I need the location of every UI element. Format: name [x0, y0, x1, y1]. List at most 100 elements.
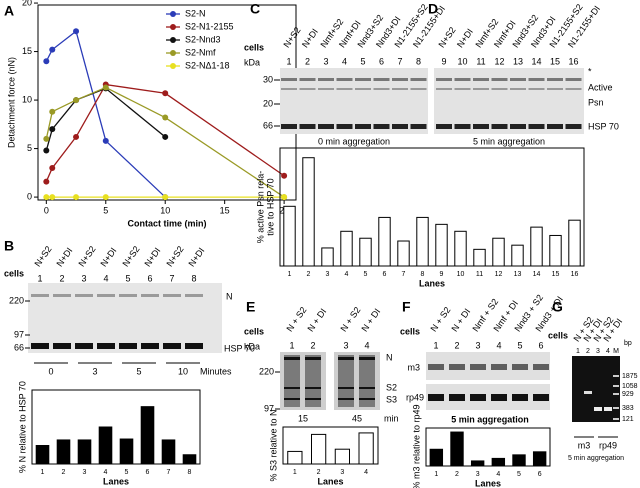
gel-band — [299, 88, 316, 90]
lane-label: N+S2 — [436, 25, 457, 49]
unit-label: bp — [624, 340, 632, 347]
lane-number: 3 — [323, 56, 328, 66]
gel-band — [528, 88, 545, 90]
gel-band — [436, 88, 452, 90]
lane-number: 2 — [586, 348, 590, 355]
bar — [470, 460, 485, 467]
gel-band — [428, 364, 444, 370]
gel-band — [436, 124, 452, 129]
panel-letter: F — [402, 299, 411, 315]
data-point — [43, 135, 50, 142]
data-point — [49, 126, 56, 133]
lane-number: 9 — [441, 56, 446, 66]
bar — [568, 219, 581, 267]
lane-number: 16 — [568, 56, 578, 66]
cells-label: cells — [548, 330, 568, 340]
gel-band — [119, 343, 137, 349]
legend-label: S2-N1-2155 — [185, 21, 234, 31]
gel-band — [355, 88, 371, 90]
lane-number: 6 — [538, 340, 543, 350]
group-label: rp49 — [599, 440, 617, 450]
lane-number: 11 — [476, 56, 485, 66]
gel-band — [359, 357, 375, 360]
lane-number: 1 — [576, 348, 580, 355]
bar — [35, 445, 50, 465]
lane-number: 7 — [397, 56, 402, 66]
gel-band — [305, 387, 321, 389]
x-tick-label: 5 — [125, 469, 129, 476]
legend-label: S2-Nnd3 — [185, 34, 221, 44]
x-tick-label: 6 — [146, 469, 150, 476]
x-tick-label: 1 — [41, 469, 45, 476]
marker-label: 97 — [264, 403, 274, 413]
x-axis-label: Lanes — [103, 476, 129, 486]
bar — [287, 450, 303, 465]
series-line — [45, 83, 285, 182]
panel-letter: E — [246, 299, 255, 315]
gel-band — [491, 124, 508, 129]
gel-band — [75, 343, 93, 349]
lane-number: 2 — [305, 56, 310, 66]
bar — [435, 223, 448, 267]
plot-frame — [425, 427, 551, 467]
gel-band — [454, 88, 471, 90]
lane-number: 14 — [531, 56, 541, 66]
time-label: 45 — [352, 413, 362, 423]
x-tick-label: 2 — [307, 271, 311, 278]
bar — [378, 216, 391, 267]
lane-number: 4 — [103, 273, 108, 283]
gel-smear — [305, 355, 321, 407]
x-tick-label: 14 — [533, 271, 541, 278]
gel-band — [604, 407, 612, 411]
gel-band — [281, 78, 297, 81]
data-point — [281, 194, 288, 201]
marker-label: 1058 — [622, 383, 638, 390]
gel-band — [510, 88, 526, 90]
marker-label: 1875 — [622, 373, 638, 380]
legend-label: S2-N — [185, 8, 206, 18]
lane-label: N + DI — [449, 307, 472, 334]
time-unit: min — [384, 413, 399, 423]
data-point — [102, 194, 109, 201]
lane-number: 12 — [494, 56, 504, 66]
lane-number: 2 — [454, 340, 459, 350]
band-label: HSP 70 — [588, 121, 619, 131]
gel-band — [185, 294, 203, 297]
data-point — [49, 164, 56, 171]
x-tick-label: 1 — [293, 469, 297, 476]
marker-label: 220 — [9, 295, 24, 305]
gel-band — [533, 394, 549, 401]
data-point — [43, 147, 50, 154]
x-tick-label: 5 — [103, 205, 108, 215]
x-tick-label: 5 — [364, 271, 368, 278]
bar — [397, 240, 410, 267]
gel-band — [473, 88, 489, 90]
lane-label: N+DI — [54, 246, 74, 269]
marker-label: 20 — [263, 98, 273, 108]
gel-band — [410, 78, 427, 81]
band-label: * — [588, 66, 592, 76]
lane-label: N+S2 — [76, 244, 97, 268]
y-tick-label: 0 — [27, 191, 32, 201]
gel-band — [318, 88, 334, 90]
x-tick-label: 6 — [538, 471, 542, 478]
data-point — [281, 172, 288, 179]
bar — [311, 433, 327, 465]
lane-number: 5 — [517, 340, 522, 350]
y-tick-label: 15 — [22, 46, 32, 56]
gel-band — [565, 88, 582, 90]
x-tick-label: 11 — [476, 271, 483, 278]
bar — [358, 432, 374, 465]
x-tick-label: 4 — [345, 271, 349, 278]
x-tick-label: 8 — [421, 271, 425, 278]
gel-band — [338, 398, 354, 400]
gel-band — [97, 343, 115, 349]
ladder-band — [613, 407, 619, 409]
gel-band — [141, 294, 159, 297]
lane-number: 4 — [496, 340, 501, 350]
gel-band — [336, 78, 353, 81]
gel-band — [410, 88, 427, 90]
y-tick-label: 10 — [22, 94, 32, 104]
plot-frame — [279, 147, 585, 267]
y-tick-label: 5 — [27, 143, 32, 153]
